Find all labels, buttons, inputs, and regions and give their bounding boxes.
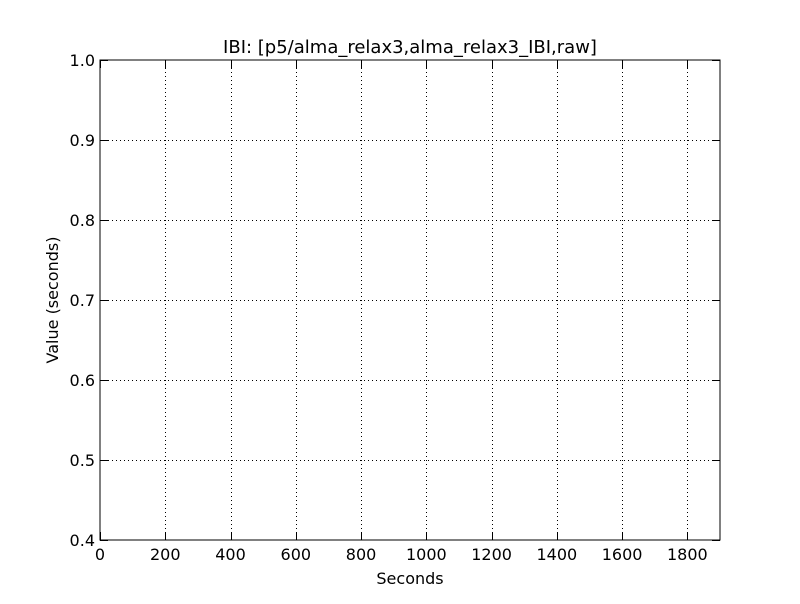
x-tick-label: 1000 [406,545,447,564]
y-tick-label: 0.8 [70,211,95,230]
y-tick-label: 0.9 [70,131,95,150]
x-tick-label: 600 [281,545,312,564]
chart-title: IBI: [p5/alma_relax3,alma_relax3_IBI,raw… [223,37,597,58]
plot-area-frame [99,59,721,541]
y-tick-label: 0.7 [70,291,95,310]
x-tick-label: 1600 [602,545,643,564]
y-tick-label: 0.5 [70,451,95,470]
y-axis-label: Value (seconds) [43,237,62,364]
x-tick-label: 800 [346,545,377,564]
y-tick-label: 0.6 [70,371,95,390]
x-tick-label: 0 [95,545,105,564]
tick-label-layer: 0 200 400 600 800 1000 1200 1400 1600 1800 0.4 0.5 0… [70,51,708,564]
x-tick-label: 1400 [536,545,577,564]
x-tick-label: 1800 [667,545,708,564]
x-tick-label: 1200 [471,545,512,564]
y-tick-label: 1.0 [70,51,95,70]
grid-layer [100,60,720,540]
x-axis-label: Seconds [376,569,443,588]
x-tick-label: 400 [215,545,246,564]
y-tick-label: 0.4 [70,531,95,550]
x-tick-label: 200 [150,545,181,564]
